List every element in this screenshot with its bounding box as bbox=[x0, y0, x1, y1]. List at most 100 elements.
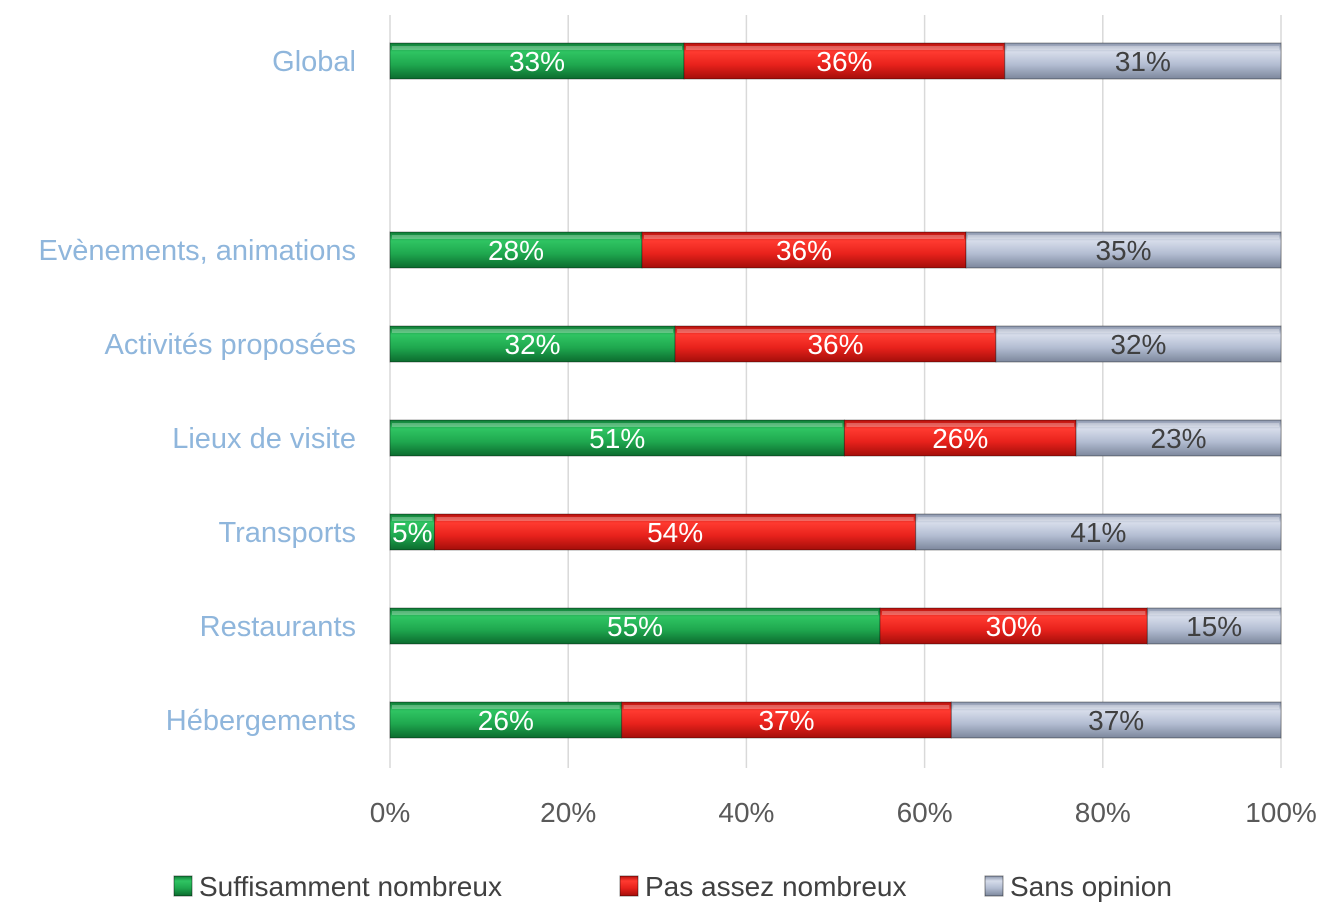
bar bbox=[683, 42, 1006, 80]
data-label: 54% bbox=[647, 517, 703, 548]
bar-highlight bbox=[623, 705, 950, 709]
category-label-global: Global bbox=[272, 46, 356, 78]
legend-swatch bbox=[984, 875, 1004, 897]
gridlines bbox=[389, 15, 1282, 768]
bar-segment-pas-assez-nombreux: 36% bbox=[641, 231, 967, 269]
data-label: 26% bbox=[932, 423, 988, 454]
bar-segment-sans-opinion: 35% bbox=[965, 231, 1282, 269]
bar-segment-sans-opinion: 15% bbox=[1146, 607, 1282, 645]
bar-segment-sans-opinion: 37% bbox=[950, 701, 1282, 739]
legend-label: Sans opinion bbox=[1010, 871, 1172, 902]
bar bbox=[389, 325, 676, 363]
legend-label: Suffisamment nombreux bbox=[199, 871, 502, 902]
bar-highlight bbox=[392, 235, 640, 239]
data-label: 26% bbox=[478, 705, 534, 736]
data-label: 36% bbox=[807, 329, 863, 360]
data-label: 32% bbox=[505, 329, 561, 360]
legend-label: Pas assez nombreux bbox=[645, 871, 906, 902]
bar-highlight bbox=[644, 235, 964, 239]
bar bbox=[915, 513, 1282, 551]
data-label: 30% bbox=[986, 611, 1042, 642]
data-label: 28% bbox=[488, 235, 544, 266]
bar-highlight bbox=[686, 46, 1003, 50]
bar bbox=[389, 607, 881, 645]
category-label-evenements-animations: Evènements, animations bbox=[38, 235, 356, 267]
data-label: 36% bbox=[816, 46, 872, 77]
bar-highlight bbox=[392, 517, 433, 521]
bar-segment-pas-assez-nombreux: 37% bbox=[621, 701, 952, 739]
bar-highlight bbox=[392, 329, 674, 333]
bar bbox=[389, 419, 845, 457]
bar-segment-sans-opinion: 41% bbox=[915, 513, 1282, 551]
x-tick-label: 20% bbox=[540, 797, 596, 828]
legend-swatch bbox=[173, 875, 193, 897]
bar-highlight bbox=[436, 517, 914, 521]
category-label-activites-proposees: Activités proposées bbox=[105, 329, 356, 361]
data-label: 55% bbox=[607, 611, 663, 642]
data-label: 31% bbox=[1115, 46, 1171, 77]
x-tick-label: 60% bbox=[897, 797, 953, 828]
data-label: 51% bbox=[589, 423, 645, 454]
bar-highlight bbox=[392, 423, 843, 427]
bar-segment-sans-opinion: 23% bbox=[1075, 419, 1282, 457]
x-tick-label: 100% bbox=[1245, 797, 1317, 828]
bar-segment-pas-assez-nombreux: 36% bbox=[683, 42, 1006, 80]
bar bbox=[995, 325, 1282, 363]
bar bbox=[1075, 419, 1282, 457]
bar-segment-suffisamment-nombreux: 33% bbox=[389, 42, 685, 80]
bar bbox=[641, 231, 967, 269]
x-tick-label: 40% bbox=[718, 797, 774, 828]
legend-item-pas-assez-nombreux: Pas assez nombreux bbox=[619, 871, 906, 902]
bar-segment-pas-assez-nombreux: 36% bbox=[674, 325, 997, 363]
bar-segment-pas-assez-nombreux: 30% bbox=[879, 607, 1148, 645]
data-label: 35% bbox=[1095, 235, 1151, 266]
bar-highlight bbox=[1149, 611, 1279, 615]
data-label: 41% bbox=[1070, 517, 1126, 548]
bar-segment-suffisamment-nombreux: 55% bbox=[389, 607, 881, 645]
bar-highlight bbox=[882, 611, 1146, 615]
bar bbox=[950, 701, 1282, 739]
bar-highlight bbox=[392, 705, 620, 709]
bar bbox=[674, 325, 997, 363]
data-label: 36% bbox=[776, 235, 832, 266]
data-label: 32% bbox=[1110, 329, 1166, 360]
bar-segment-suffisamment-nombreux: 26% bbox=[389, 701, 623, 739]
bar bbox=[965, 231, 1282, 269]
bar-highlight bbox=[997, 329, 1279, 333]
bar-highlight bbox=[1078, 423, 1279, 427]
category-labels: Global Evènements, animations Activités pr… bbox=[38, 46, 356, 737]
bar-highlight bbox=[1006, 46, 1279, 50]
bar-segment-suffisamment-nombreux: 5% bbox=[389, 513, 436, 551]
bar-segment-pas-assez-nombreux: 54% bbox=[434, 513, 917, 551]
legend: Suffisamment nombreux Pas assez nombreux S… bbox=[173, 871, 1172, 902]
bar bbox=[389, 42, 685, 80]
bar-highlight bbox=[953, 705, 1279, 709]
bars: 33% 36% 31% 28% 36% 35% 32% 36% 32% 51% 26% 23% 5% 54… bbox=[389, 42, 1282, 739]
bar-highlight bbox=[392, 46, 683, 50]
bar-highlight bbox=[917, 517, 1279, 521]
bar bbox=[389, 513, 436, 551]
data-label: 33% bbox=[509, 46, 565, 77]
bar-segment-pas-assez-nombreux: 26% bbox=[843, 419, 1077, 457]
category-label-hebergements: Hébergements bbox=[166, 705, 356, 737]
data-label: 37% bbox=[758, 705, 814, 736]
bar-segment-sans-opinion: 31% bbox=[1004, 42, 1282, 80]
data-label: 37% bbox=[1088, 705, 1144, 736]
x-tick-label: 80% bbox=[1075, 797, 1131, 828]
bar-highlight bbox=[677, 329, 994, 333]
data-label: 5% bbox=[392, 517, 432, 548]
category-label-restaurants: Restaurants bbox=[200, 611, 356, 643]
bar-segment-suffisamment-nombreux: 51% bbox=[389, 419, 845, 457]
category-label-lieux-de-visite: Lieux de visite bbox=[172, 423, 356, 455]
legend-swatch bbox=[619, 875, 639, 897]
category-label-transports: Transports bbox=[218, 517, 356, 549]
x-tick-label: 0% bbox=[370, 797, 410, 828]
bar bbox=[1146, 607, 1282, 645]
x-axis-ticks: 0% 20% 40% 60% 80% 100% bbox=[370, 797, 1317, 828]
bar bbox=[389, 231, 643, 269]
bar-segment-suffisamment-nombreux: 28% bbox=[389, 231, 643, 269]
data-label: 23% bbox=[1151, 423, 1207, 454]
bar bbox=[621, 701, 952, 739]
bar-highlight bbox=[846, 423, 1075, 427]
